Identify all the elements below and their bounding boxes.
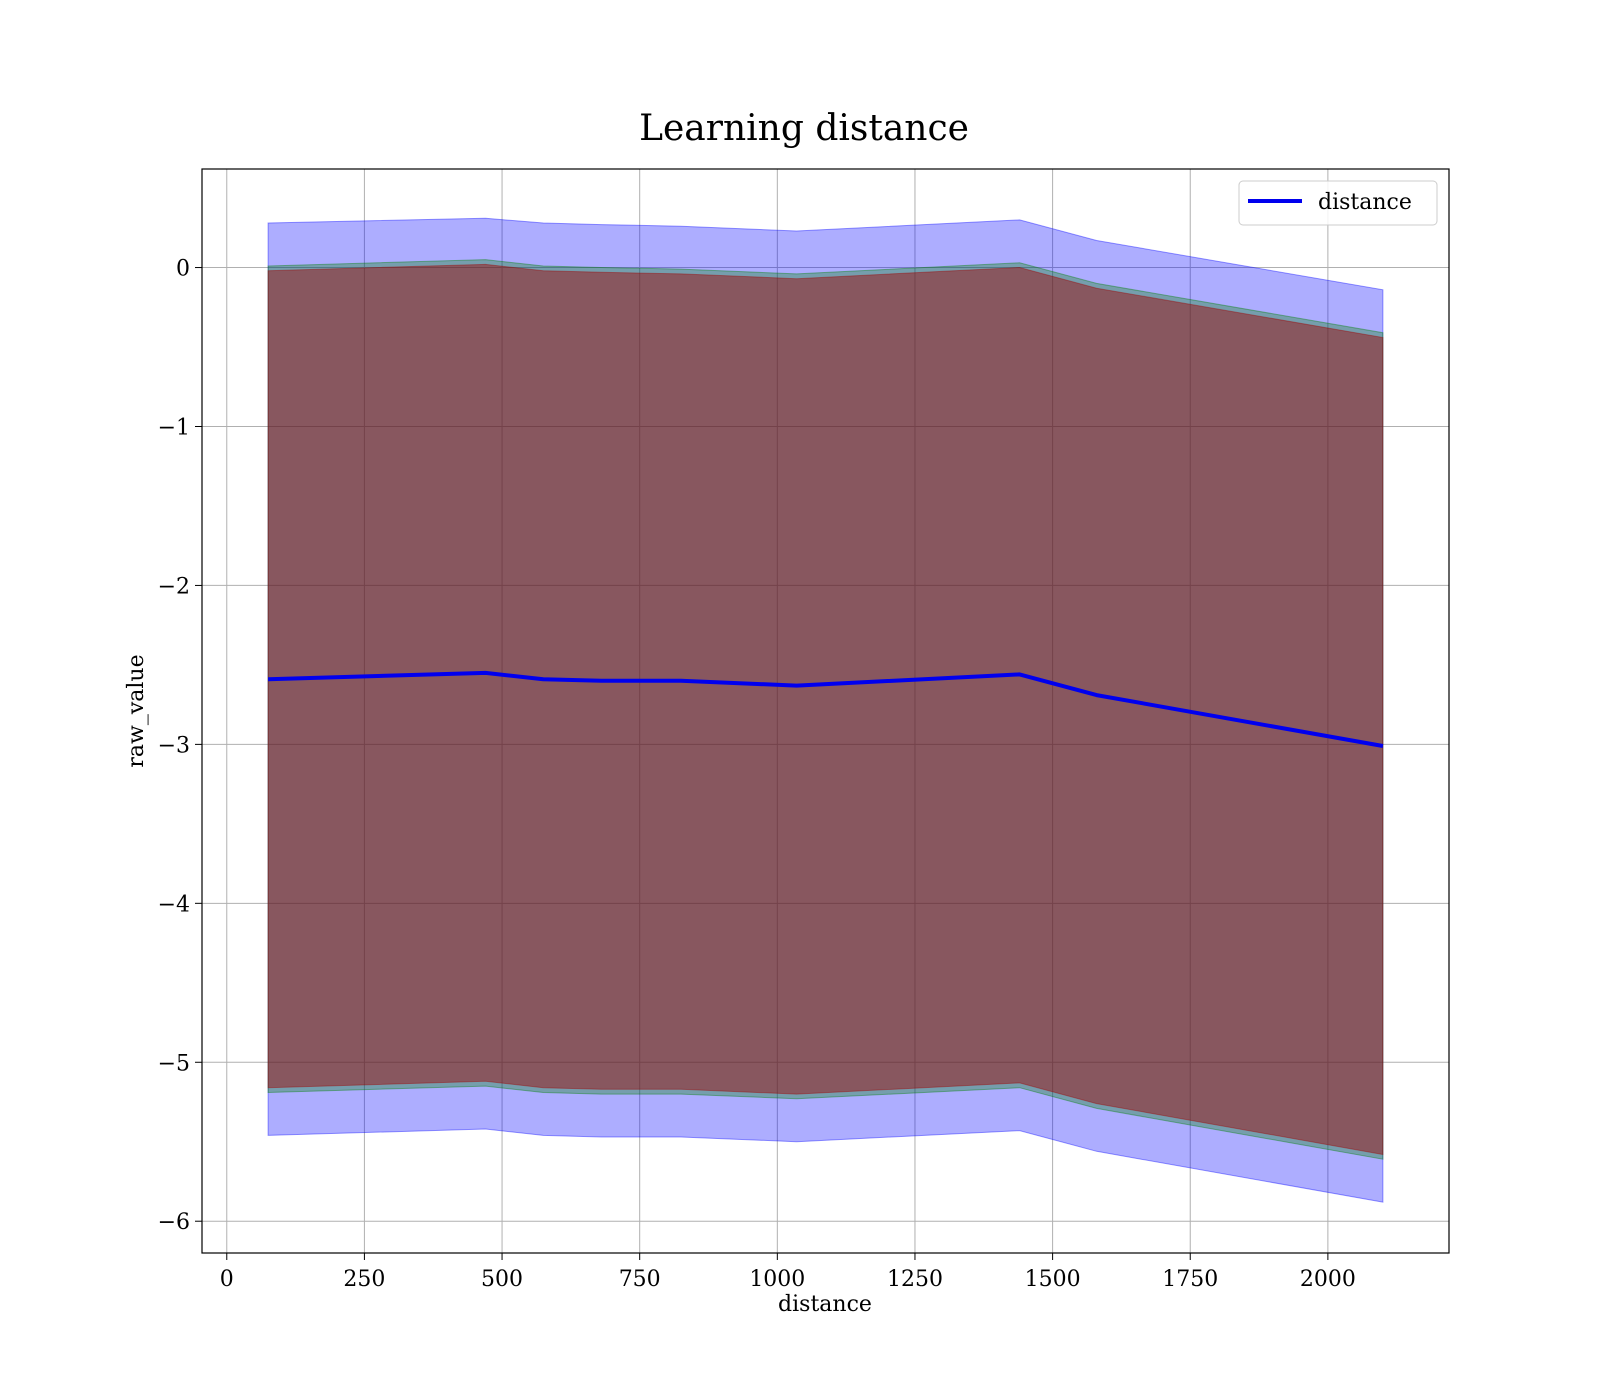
x-tick-label: 1750 (1162, 1267, 1218, 1292)
confidence-band-1 (267, 217, 1384, 1203)
y-axis-label: raw_value (124, 654, 149, 767)
x-tick-label: 750 (619, 1267, 661, 1292)
chart-title: Learning distance (639, 108, 969, 149)
legend-box (1238, 180, 1438, 226)
grid (202, 169, 1449, 1253)
y-tick-label: −4 (158, 892, 190, 917)
series-lines (268, 670, 1384, 748)
y-tick-label: −6 (158, 1210, 190, 1235)
confidence-band-3 (267, 263, 1384, 1156)
x-tick-label: 1250 (887, 1267, 943, 1292)
legend-label: distance (1318, 190, 1412, 215)
y-tick-label: −5 (158, 1051, 190, 1076)
y-tick-label: −2 (158, 574, 190, 599)
ticks: 0 250 500 750 1000 1250 1500 1750 2000 0 −1 −2 −3 −4 −… (158, 257, 1356, 1292)
y-tick-label: 0 (176, 257, 190, 282)
plot-frame (201, 168, 1450, 1254)
x-tick-label: 0 (220, 1267, 234, 1292)
x-tick-label: 2000 (1300, 1267, 1356, 1292)
series-line-distance (268, 670, 1384, 748)
y-tick-label: −1 (158, 415, 190, 440)
confidence-bands (267, 217, 1384, 1203)
x-axis-label: distance (778, 1292, 872, 1317)
x-tick-label: 500 (481, 1267, 523, 1292)
confidence-band-2 (267, 259, 1384, 1160)
legend: distance (1238, 180, 1438, 226)
x-tick-label: 1000 (749, 1267, 805, 1292)
x-tick-label: 250 (343, 1267, 385, 1292)
x-tick-label: 1500 (1025, 1267, 1081, 1292)
y-tick-label: −3 (158, 733, 190, 758)
